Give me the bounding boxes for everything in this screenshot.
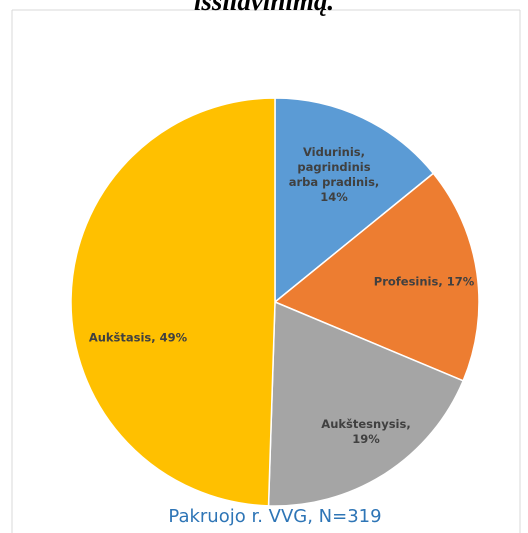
chart-title: išsilavinimą.	[193, 0, 335, 16]
data-label: Aukštesnysis, 19%	[321, 417, 411, 446]
pie-slice	[267, 300, 465, 507]
data-label: Vidurinis, pagrindinis arba pradinis, 14…	[288, 145, 380, 204]
chart-subtitle: Pakruojo r. VVG, N=319	[168, 506, 382, 527]
pie-slice	[70, 97, 276, 507]
pie-slice	[273, 172, 480, 382]
data-label: Aukštasis, 49%	[88, 330, 188, 345]
pie-slice	[274, 97, 435, 304]
data-label: Profesinis, 17%	[373, 274, 475, 289]
